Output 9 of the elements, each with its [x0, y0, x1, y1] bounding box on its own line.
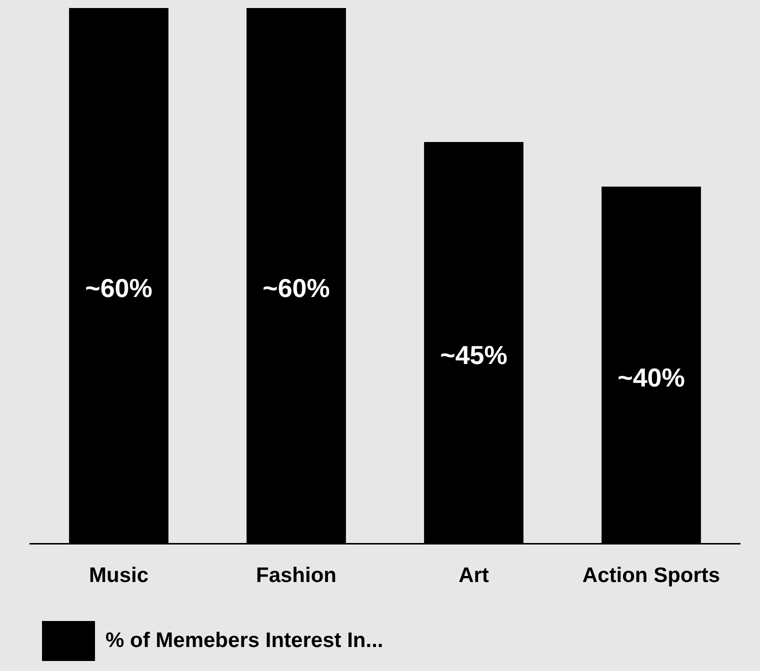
data-label: ~45% [440, 340, 508, 370]
x-tick-label: Music [88, 564, 149, 588]
data-label: ~60% [85, 273, 152, 304]
x-tick-label: Fashion [256, 564, 337, 588]
data-label: ~60% [262, 273, 330, 304]
legend-label: % of Memebers Interest In... [106, 628, 384, 652]
x-tick-label: Action Sports [582, 564, 720, 588]
x-tick-label: Art [458, 564, 489, 588]
data-label: ~40% [618, 362, 685, 392]
